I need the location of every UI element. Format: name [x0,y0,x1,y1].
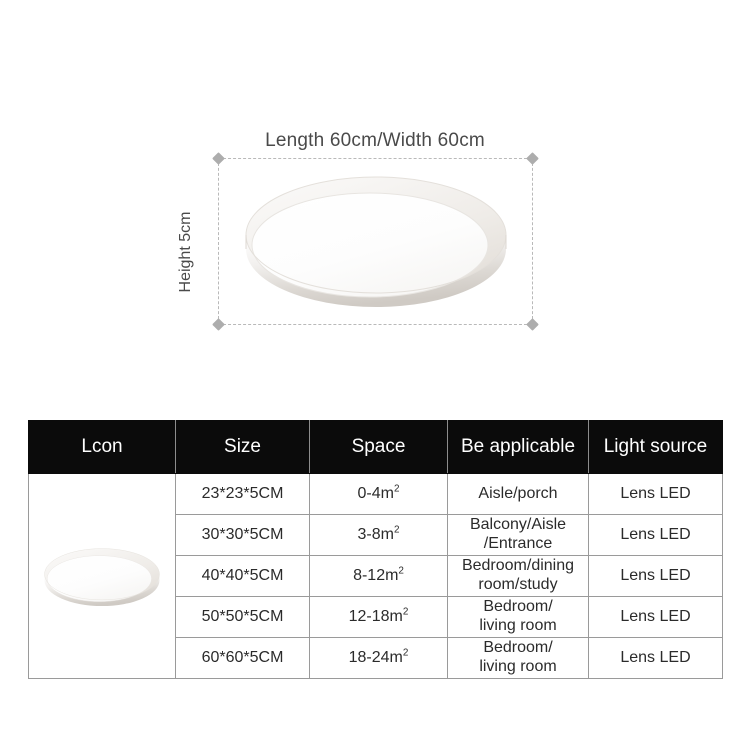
space-unit-superscript: 2 [402,606,409,618]
cell-apply: Balcony/Aisle /Entrance [447,514,589,556]
cell-size: 50*50*5CM [175,596,310,638]
cell-source: Lens LED [588,555,723,597]
cell-size: 60*60*5CM [175,637,310,679]
table-row: 30*30*5CM 3-8m2 Balcony/Aisle /Entrance … [29,514,723,556]
guide-line-left [218,158,219,324]
table-row: 50*50*5CM 12-18m2 Bedroom/ living room L… [29,596,723,638]
cell-apply: Bedroom/dining room/study [447,555,589,597]
cell-source: Lens LED [588,596,723,638]
cell-source: Lens LED [588,514,723,556]
dimension-height-label: Height 5cm [177,211,194,293]
cell-space: 8-12m2 [309,555,448,597]
table-header-row: Lcon Size Space Be applicable Light sour… [28,420,723,474]
cell-size: 30*30*5CM [175,514,310,556]
cell-space: 18-24m2 [309,637,448,679]
cell-apply: Aisle/porch [447,473,589,515]
cell-space: 12-18m2 [309,596,448,638]
space-value: 18-24m [348,648,403,666]
cell-size: 23*23*5CM [175,473,310,515]
cell-space: 0-4m2 [309,473,448,515]
guide-line-top [218,158,532,159]
column-header-icon: Lcon [28,420,176,474]
ceiling-lamp-thumb-icon [44,548,160,607]
cell-space: 3-8m2 [309,514,448,556]
column-header-size: Size [175,420,310,474]
column-header-space: Space [309,420,448,474]
cell-apply: Bedroom/ living room [447,637,589,679]
space-unit-superscript: 2 [398,565,404,577]
corner-marker-top-left [212,152,225,165]
cell-apply: Bedroom/ living room [447,596,589,638]
cell-size: 40*40*5CM [175,555,310,597]
space-value: 8-12m [353,566,399,584]
specification-table: Lcon Size Space Be applicable Light sour… [28,420,723,679]
space-value: 3-8m [357,525,394,543]
cell-source: Lens LED [588,637,723,679]
corner-marker-bottom-left [212,318,225,331]
column-header-apply: Be applicable [447,420,589,474]
corner-marker-top-right [526,152,539,165]
corner-marker-bottom-right [526,318,539,331]
table-row: 23*23*5CM 0-4m2 Aisle/porch Lens LED [28,473,723,679]
space-unit-superscript: 2 [402,647,409,659]
guide-line-right [532,158,533,324]
space-unit-superscript: 2 [393,524,400,536]
space-value: 12-18m [348,607,403,625]
product-icon-cell [28,473,176,679]
guide-line-bottom [218,324,532,325]
space-unit-superscript: 2 [393,483,400,495]
table-row: 60*60*5CM 18-24m2 Bedroom/ living room L… [29,637,723,679]
ceiling-lamp-icon [245,176,507,307]
dimension-title-label: Length 60cm/Width 60cm [265,130,485,151]
dimension-diagram: Length 60cm/Width 60cm Height 5cm [177,130,539,331]
column-header-source: Light source [588,420,723,474]
space-value: 0-4m [357,484,394,502]
cell-source: Lens LED [588,473,723,515]
